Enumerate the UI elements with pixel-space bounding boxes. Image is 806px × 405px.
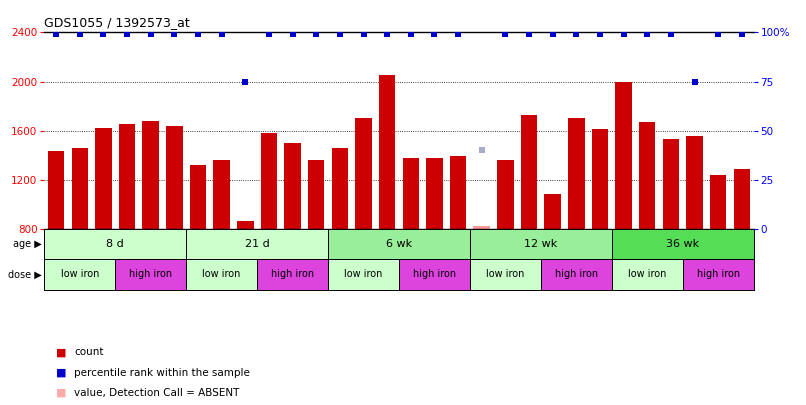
Text: low iron: low iron [628,269,667,279]
Bar [355,118,372,229]
Bar [308,160,325,229]
Text: low iron: low iron [202,269,241,279]
Text: percentile rank within the sample: percentile rank within the sample [74,368,250,377]
Bar [612,229,754,259]
Bar [379,75,396,229]
Bar [189,165,206,229]
Bar [541,259,612,290]
Bar [399,259,470,290]
Bar [470,259,541,290]
Bar [470,229,612,259]
Bar [143,121,159,229]
Bar [95,128,112,229]
Text: high iron: high iron [129,269,172,279]
Bar [186,259,257,290]
Bar [450,156,467,229]
Bar [44,259,115,290]
Bar [237,222,254,229]
Text: ■: ■ [56,368,67,377]
Bar [710,175,726,229]
Bar [285,143,301,229]
Bar [733,168,750,229]
Text: age ▶: age ▶ [13,239,42,249]
Bar [639,122,655,229]
Bar [44,229,186,259]
Bar [521,115,538,229]
Bar [328,259,399,290]
Text: ■: ■ [56,347,67,357]
Text: low iron: low iron [486,269,525,279]
Bar [257,259,328,290]
Bar [612,259,683,290]
Text: 12 wk: 12 wk [524,239,558,249]
Bar [473,226,490,229]
Bar [568,118,584,229]
Bar [663,139,679,229]
Text: 8 d: 8 d [106,239,124,249]
Bar [260,133,277,229]
Text: count: count [74,347,104,357]
Bar [115,259,186,290]
Bar [72,148,88,229]
Text: 6 wk: 6 wk [386,239,412,249]
Bar [497,160,513,229]
Text: high iron: high iron [271,269,314,279]
Bar [426,158,442,229]
Text: low iron: low iron [344,269,383,279]
Text: low iron: low iron [60,269,99,279]
Text: high iron: high iron [696,269,740,279]
Text: value, Detection Call = ABSENT: value, Detection Call = ABSENT [74,388,239,398]
Bar [331,148,348,229]
Bar [328,229,470,259]
Bar [48,151,64,229]
Text: 36 wk: 36 wk [666,239,700,249]
Bar [683,259,754,290]
Text: high iron: high iron [413,269,456,279]
Text: GDS1055 / 1392573_at: GDS1055 / 1392573_at [44,16,190,29]
Bar [544,194,561,229]
Text: dose ▶: dose ▶ [8,269,42,279]
Bar [214,160,230,229]
Text: ■: ■ [56,388,67,398]
Bar [592,129,609,229]
Bar [186,229,328,259]
Bar [402,158,419,229]
Text: 21 d: 21 d [245,239,269,249]
Bar [615,81,632,229]
Bar [118,124,135,229]
Bar [686,136,703,229]
Text: high iron: high iron [555,269,598,279]
Bar [166,126,183,229]
